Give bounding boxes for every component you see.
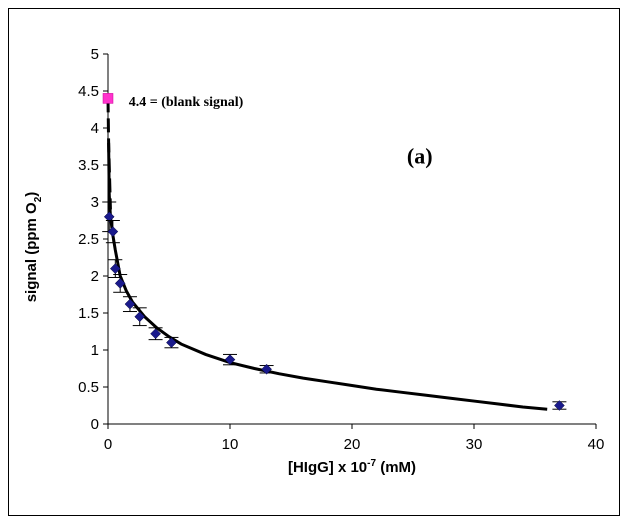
data-point bbox=[166, 337, 177, 348]
data-point bbox=[261, 363, 272, 375]
blank-signal-annotation: 4.4 = (blank signal) bbox=[129, 95, 244, 110]
plot-area: 4.4 = (blank signal) (a) bbox=[102, 93, 567, 411]
y-tick-label: 3 bbox=[91, 194, 99, 211]
y-tick-label: 5 bbox=[91, 46, 99, 63]
fit-curve bbox=[107, 142, 548, 411]
x-tick-label: 20 bbox=[344, 436, 361, 453]
y-tick-label: 4.5 bbox=[78, 83, 99, 100]
data-point bbox=[114, 278, 126, 289]
x-axis-label: [HIgG] x 10-7 (mM) bbox=[288, 458, 416, 476]
data-point bbox=[103, 211, 115, 223]
data-point bbox=[224, 354, 236, 365]
data-point bbox=[554, 400, 565, 411]
x-tick-label: 40 bbox=[588, 436, 605, 453]
x-tick-label: 0 bbox=[104, 436, 112, 453]
y-tick-label: 0 bbox=[91, 416, 99, 433]
data-point bbox=[150, 328, 161, 340]
y-tick-label: 1.5 bbox=[78, 305, 99, 322]
y-axis-label: signal (ppm O2) bbox=[23, 192, 44, 303]
data-point bbox=[124, 298, 136, 310]
y-tick-label: 2.5 bbox=[78, 231, 99, 248]
y-tick-label: 0.5 bbox=[78, 379, 99, 396]
y-tick-label: 2 bbox=[91, 268, 99, 285]
y-tick-label: 3.5 bbox=[78, 157, 99, 174]
y-tick-label: 1 bbox=[91, 342, 99, 359]
x-tick-label: 10 bbox=[222, 436, 239, 453]
data-point bbox=[109, 263, 121, 274]
y-tick-label: 4 bbox=[91, 120, 99, 137]
data-point bbox=[107, 226, 119, 237]
x-tick-label: 30 bbox=[466, 436, 483, 453]
data-point bbox=[134, 311, 146, 323]
panel-label: (a) bbox=[407, 144, 433, 169]
chart-frame bbox=[8, 8, 620, 516]
axes: 0 0.5 1 1.5 2 2.5 3 3.5 4 4.5 5 0 10 20 30 40 bbox=[78, 46, 604, 453]
blank-signal-point bbox=[102, 93, 114, 104]
